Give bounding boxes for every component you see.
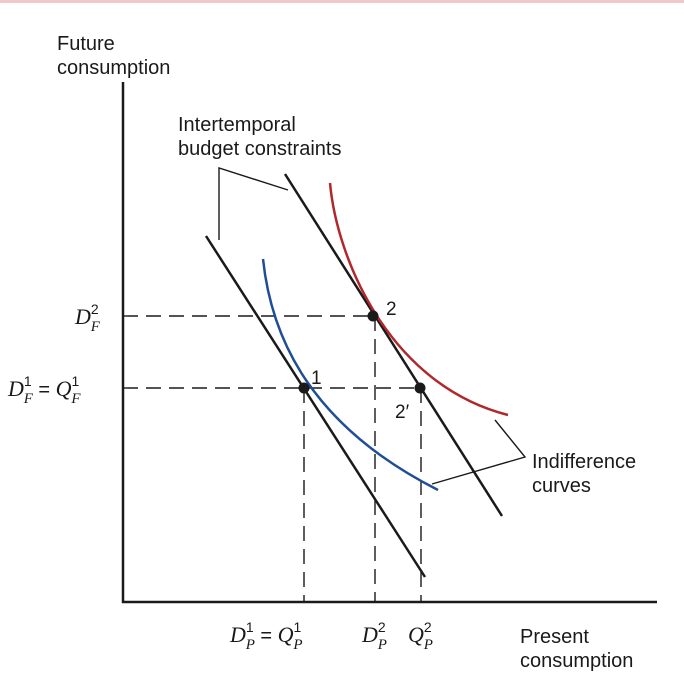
- budget-annotation-line-2: budget constraints: [178, 138, 341, 160]
- indifference-curve-1: [261, 258, 439, 492]
- xtick-qp2: Q2 P: [408, 619, 433, 653]
- ytick-df1-qf1: D1 F = Q1 F: [7, 373, 81, 407]
- y-axis-title-line-1: Future: [57, 33, 115, 55]
- x-axis-title: Present consumption: [520, 626, 633, 672]
- x-axis-title-line-1: Present: [520, 626, 589, 648]
- indiff-leader: [431, 419, 527, 485]
- indifference-annotation: Indifference curves: [532, 451, 642, 497]
- budget-leader: [218, 167, 289, 240]
- point-2-label: 2: [386, 299, 397, 320]
- ytick-df2: D2 F: [74, 301, 101, 335]
- budget-annotation-line-1: Intertemporal: [178, 114, 296, 136]
- x-axis-title-line-2: consumption: [520, 650, 633, 672]
- xtick-dp2: D2 P: [361, 619, 387, 653]
- budget-line-2: [283, 173, 504, 517]
- budget-annotation: Intertemporal budget constraints: [178, 114, 341, 160]
- point-2-prime-label: 2′: [395, 402, 410, 423]
- point-1-label: 1: [311, 368, 322, 389]
- indifference-annotation-line-2: curves: [532, 475, 591, 497]
- point-2-prime: [414, 382, 426, 394]
- budget-line-1: [204, 235, 427, 578]
- y-axis-title-line-2: consumption: [57, 57, 170, 79]
- point-2: [367, 310, 379, 322]
- top-rule: [0, 0, 684, 3]
- indifference-curve-2: [328, 182, 509, 417]
- guide-lines: [123, 315, 422, 602]
- point-1: [298, 382, 310, 394]
- xtick-dp1-qp1: D1 P = Q1 P: [229, 619, 303, 653]
- y-axis-title: Future consumption: [57, 33, 170, 79]
- indifference-annotation-line-1: Indifference: [532, 451, 636, 473]
